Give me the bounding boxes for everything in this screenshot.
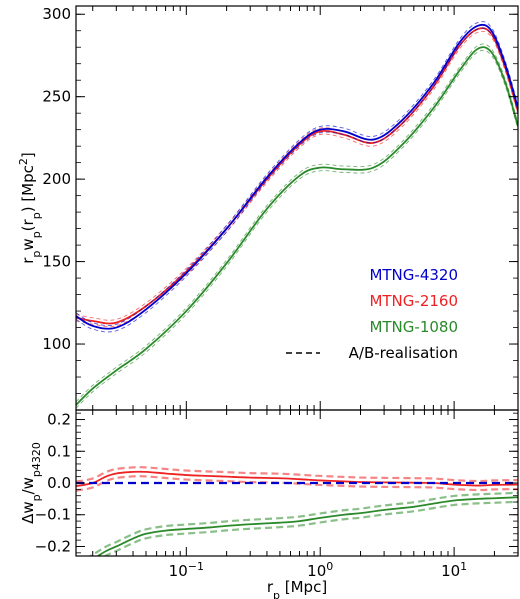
bottom-series-2-realisation-b	[103, 500, 518, 556]
legend-entry: MTNG-4320	[369, 266, 458, 284]
top-panel: 100 150 200 250 300 MTNG-4320 MTNG-2160 MTNG-1…	[17, 5, 519, 411]
x-tick-label: 100	[307, 560, 333, 581]
top-series-group	[76, 21, 518, 409]
top-series-line-1	[76, 27, 518, 325]
y-tick-label: 250	[42, 88, 71, 106]
top-series-2-realisation-a	[76, 43, 518, 403]
bottom-series-line-1	[76, 470, 518, 488]
y-tick-label: 0.2	[47, 411, 71, 429]
y-tick-label: 100	[42, 335, 71, 353]
bottom-panel: 10−1 100 101 −0.2 −0.1 0.0 0.1 0.2 Δwp/wp4320 r…	[19, 409, 519, 599]
x-tick-label: 10−1	[169, 560, 204, 581]
bottom-ticks-group: 10−1 100 101 −0.2 −0.1 0.0 0.1 0.2	[35, 410, 519, 581]
bottom-series-1-realisation-a	[76, 466, 518, 483]
legend-entry: MTNG-2160	[369, 292, 458, 310]
top-series-line-0	[76, 23, 518, 330]
bottom-y-axis-label: Δwp/wp4320	[19, 442, 43, 524]
bottom-series-line-2	[96, 496, 518, 556]
top-series-line-2	[76, 46, 518, 406]
top-series-0-realisation-b	[76, 27, 518, 333]
top-ticks-group: 100 150 200 250 300	[42, 5, 519, 411]
bottom-series-1-realisation-b	[76, 475, 518, 492]
top-legend: MTNG-4320 MTNG-2160 MTNG-1080 A/B-realisati…	[286, 266, 458, 362]
y-tick-label: 200	[42, 170, 71, 188]
bottom-series-2-realisation-a	[88, 491, 518, 556]
top-y-axis-label: rpwp(rp) [Mpc2]	[17, 152, 43, 263]
y-tick-label: 0.1	[47, 442, 71, 460]
x-axis-label: rp [Mpc]	[267, 578, 327, 599]
legend-entry: MTNG-1080	[369, 318, 458, 336]
bottom-series-group	[76, 466, 518, 556]
y-tick-label: −0.2	[35, 537, 71, 555]
x-tick-label: 101	[441, 560, 467, 581]
y-tick-label: 150	[42, 253, 71, 271]
top-series-1-realisation-a	[76, 24, 518, 321]
legend-entry: A/B-realisation	[349, 344, 458, 362]
y-tick-label: 0.0	[47, 474, 71, 492]
y-tick-label: 300	[42, 5, 71, 23]
top-series-2-realisation-b	[76, 49, 518, 409]
y-tick-label: −0.1	[35, 506, 71, 524]
